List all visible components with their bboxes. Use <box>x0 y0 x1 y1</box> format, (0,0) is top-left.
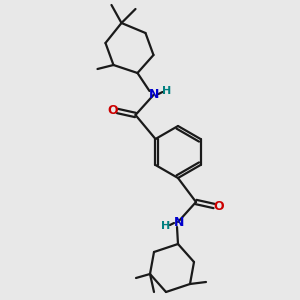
Text: N: N <box>174 215 184 229</box>
Text: H: H <box>162 86 171 96</box>
Text: O: O <box>214 200 224 214</box>
Text: H: H <box>161 221 171 231</box>
Text: N: N <box>149 88 160 101</box>
Text: O: O <box>107 103 118 116</box>
